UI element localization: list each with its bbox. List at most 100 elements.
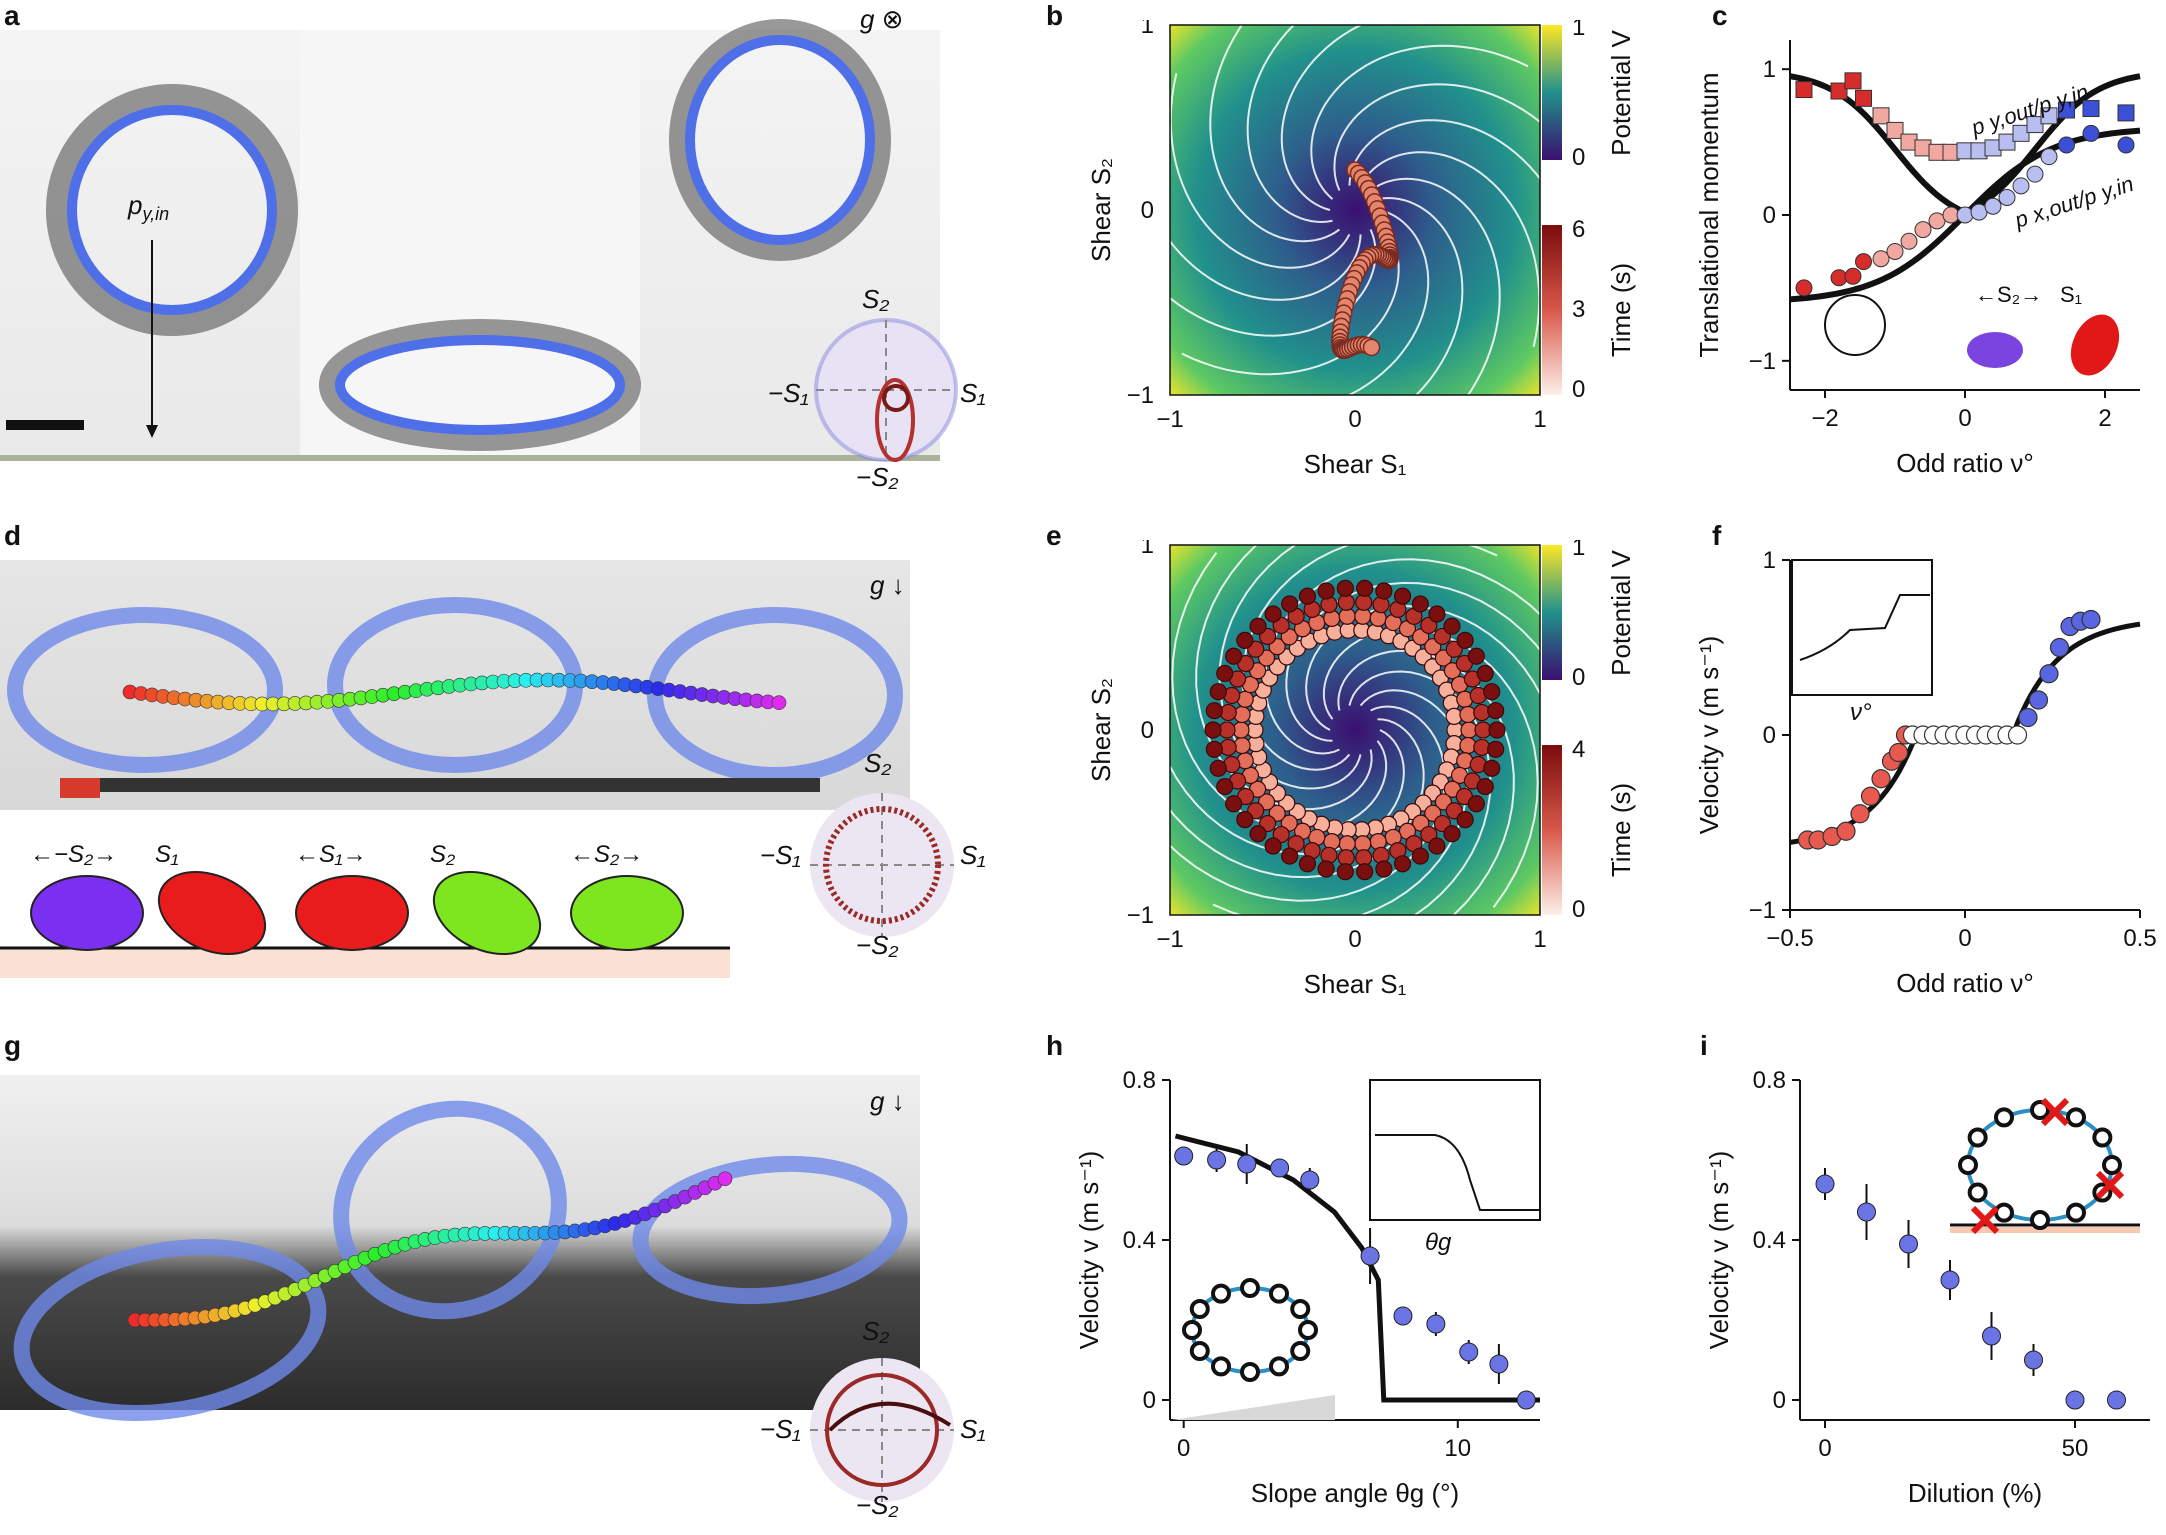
trajectory-point	[1204, 721, 1222, 739]
circle-d-s2: S₂	[864, 748, 892, 778]
data-point-square	[1844, 72, 1862, 90]
colorbar-tick: 1	[1572, 20, 1585, 41]
ring-node	[1290, 1299, 1311, 1319]
chart-f: −0.5 0 0.5 1 0 −1 Odd ratio ν° Velocity v (m s⁻…	[1694, 547, 2157, 998]
data-point	[1516, 1390, 1536, 1410]
trajectory-point	[1483, 759, 1501, 777]
trajectory-point	[1411, 847, 1429, 865]
chart-c: −2 0 2 1 0 −1 Odd ratio ν° Translational moment…	[1694, 40, 2141, 478]
gravity-label-a: g ⊗	[860, 4, 904, 34]
smiley-3: ←S₁→	[285, 841, 409, 951]
panel-letter-f: f	[1712, 520, 1722, 551]
circle-g-s2: S₂	[862, 1316, 890, 1346]
y-tick-label: 0	[1763, 722, 1776, 749]
y-tick-label: 0	[1141, 717, 1154, 744]
ring-icon	[1190, 1286, 1310, 1374]
streamline	[1261, 209, 1430, 416]
data-point-circle	[1855, 253, 1872, 271]
data-point	[1860, 786, 1881, 806]
smiley-2: S₁	[144, 841, 280, 972]
circle-g-ms1: −S₁	[760, 1414, 801, 1444]
streamline	[1133, 163, 1362, 301]
y-tick-label: 0.8	[1123, 1067, 1156, 1094]
y-tick-label: 0	[1763, 202, 1776, 229]
data-point	[1360, 1246, 1380, 1266]
smiley-label: ←−S₂→	[30, 841, 118, 868]
data-point	[1207, 1150, 1227, 1170]
ring-node	[1967, 1127, 1988, 1148]
circle-a-ms2: −S₂	[856, 462, 899, 492]
momentum-label: py,in	[128, 190, 170, 225]
y-tick-label: 1	[1763, 56, 1776, 83]
gravity-label-d: g ↓	[870, 570, 905, 600]
data-point-square	[1872, 107, 1890, 125]
colorbar-label-time: Time (s)	[1606, 263, 1636, 357]
inset-x-label: ν°	[1850, 699, 1872, 726]
colorbar-time	[1542, 745, 1562, 915]
gravity-label-g: g ↓	[870, 1086, 905, 1116]
trajectory-point	[1428, 605, 1446, 623]
x-tick-label: −2	[1811, 405, 1838, 432]
x-tick-label: 2	[2098, 405, 2111, 432]
trajectory-point	[1216, 777, 1234, 796]
data-point	[1940, 1270, 1960, 1290]
ring-node	[1298, 1320, 1318, 1340]
ring-node	[2030, 1100, 2050, 1120]
data-point	[1300, 1170, 1320, 1190]
data-point	[1899, 1234, 1918, 1254]
ring-node	[1994, 1107, 2014, 1128]
y-axis-label: Velocity v (m s⁻¹)	[1074, 1151, 1104, 1350]
trajectory-point	[1487, 740, 1505, 758]
colorbar-label-time: Time (s)	[1606, 783, 1636, 877]
data-point-circle	[1900, 232, 1918, 250]
trajectory-point	[1264, 837, 1282, 855]
data-point-square	[1998, 133, 2016, 151]
streamline	[1135, 229, 1377, 337]
trajectory-point	[1205, 740, 1223, 758]
data-point-square	[2040, 107, 2058, 125]
panel-letter-g: g	[4, 1030, 22, 1061]
inset-label-s1: S₁	[2060, 282, 2082, 307]
circle-a-s2: S₂	[862, 284, 890, 314]
y-axis-label: Shear S₂	[1086, 678, 1116, 782]
ring-node	[1211, 1283, 1231, 1304]
trajectory-point	[1467, 647, 1485, 665]
x-tick-label: 0	[1958, 405, 1971, 432]
chart-h: 0 10 0.8 0.4 0 Slope angle θg (°) Velocity v (…	[1074, 1067, 1541, 1508]
trajectory-point	[1249, 825, 1267, 843]
robot-ring-3	[669, 19, 891, 261]
trajectory-point	[1236, 811, 1254, 829]
inset-frame	[1369, 1079, 1541, 1221]
x-tick-label: 10	[1444, 1435, 1471, 1462]
colorbar-label-potential: Potential V	[1606, 549, 1636, 675]
streamline	[1348, 119, 1577, 257]
data-point	[1982, 1326, 2001, 1346]
smiley-5: ←S₂→	[560, 841, 684, 951]
y-tick-label: −1	[1127, 382, 1154, 409]
data-point	[2049, 637, 2070, 658]
ring-icon	[1966, 1108, 2114, 1222]
slope-wedge	[1172, 1395, 1335, 1420]
colorbar-tick: 0	[1572, 896, 1585, 923]
streamline	[1209, 20, 1340, 243]
trajectory-point	[1336, 579, 1354, 597]
theory-curve	[1174, 1133, 1540, 1403]
removed-node-mark	[2040, 1097, 2070, 1127]
data-point-square	[2082, 100, 2100, 118]
x-tick-label: 0	[1958, 925, 1971, 952]
ring-node	[1189, 1341, 1210, 1361]
trajectory-point	[1476, 664, 1494, 683]
robot-ring-2	[319, 319, 641, 451]
trajectory-point	[1281, 847, 1299, 865]
data-point-circle	[1830, 269, 1848, 287]
trajectory-point	[1467, 795, 1485, 813]
streamline	[1370, 177, 1501, 412]
trajectory-point	[1336, 863, 1354, 881]
colorbar-tick: 0	[1572, 376, 1585, 403]
ring-node	[1240, 1278, 1260, 1298]
panel-g-drawing	[13, 1100, 954, 1502]
y-tick-label: 1	[1141, 20, 1154, 39]
data-point-square	[1886, 121, 1904, 139]
